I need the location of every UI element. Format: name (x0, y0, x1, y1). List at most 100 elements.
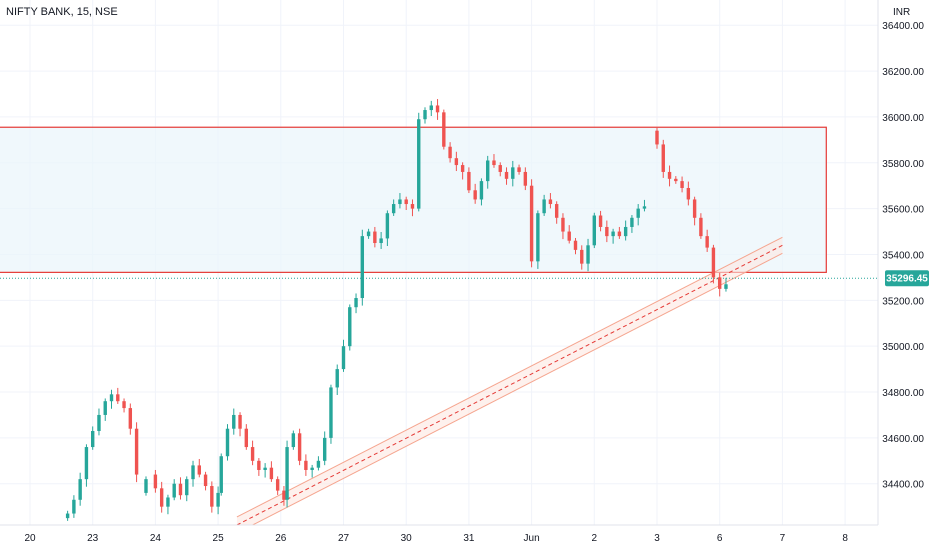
candle-body (373, 231, 377, 244)
candle-body (232, 414, 236, 429)
candle-body (454, 158, 459, 166)
candle-body (598, 215, 603, 227)
candle-body (72, 499, 76, 514)
candle-body (404, 199, 408, 205)
candle-body (504, 171, 509, 179)
candle-body (417, 119, 421, 209)
x-tick-label: 24 (150, 533, 162, 544)
candle-body (285, 447, 289, 500)
candle-body (65, 513, 70, 519)
candle-body (197, 465, 201, 475)
y-tick-label: 34400.00 (882, 480, 924, 491)
candle-body (718, 277, 722, 289)
candle-body (122, 401, 126, 409)
y-tick-label: 34800.00 (882, 388, 924, 399)
x-tick-label: 2 (592, 533, 598, 544)
channel-upper-line[interactable] (236, 236, 783, 518)
candle-body (567, 231, 571, 241)
candle-body (473, 190, 477, 200)
range-rectangle[interactable] (0, 126, 827, 273)
candle-body (191, 465, 195, 480)
candle-body (554, 204, 559, 218)
candle-body (686, 187, 691, 200)
candle-body (385, 213, 390, 239)
candle-body (479, 181, 484, 200)
candle-body (680, 181, 684, 188)
candle-body (103, 401, 107, 415)
candle-body (354, 298, 358, 308)
candle-body (178, 483, 183, 496)
candle-body (630, 217, 634, 227)
candle-body (586, 245, 590, 264)
x-tick-label: 31 (463, 533, 475, 544)
candle-body (655, 130, 659, 145)
x-tick-label: 8 (842, 533, 848, 544)
candle-body (128, 408, 133, 429)
candle-body (548, 199, 553, 205)
x-tick-label: 23 (87, 533, 99, 544)
candle-body (335, 369, 339, 388)
y-tick-label: 36400.00 (882, 21, 924, 32)
candle-body (561, 217, 565, 232)
candle-body (705, 236, 709, 248)
candle-body (410, 204, 415, 209)
candle-body (269, 467, 274, 480)
candle-body (159, 488, 164, 507)
y-tick-label: 35400.00 (882, 250, 924, 261)
candle-body (692, 199, 697, 218)
candle-body (642, 206, 647, 209)
candle-body (348, 307, 352, 347)
candle-body (360, 236, 365, 299)
x-tick-label: 25 (213, 533, 225, 544)
y-tick-label: 36000.00 (882, 113, 924, 124)
channel-lower-line[interactable] (236, 252, 783, 534)
x-tick-label: 6 (717, 533, 723, 544)
candle-body (275, 479, 280, 491)
y-tick-label: 34600.00 (882, 434, 924, 445)
x-tick-label: 26 (275, 533, 287, 544)
candle-body (185, 479, 189, 496)
candle-body (219, 456, 223, 493)
candle-body (542, 199, 546, 214)
candle-body (724, 284, 728, 289)
candle-body (78, 479, 82, 500)
candle-body (617, 231, 622, 237)
candle-body (250, 447, 255, 461)
candle-body (523, 171, 528, 186)
candle-body (699, 217, 703, 237)
candle-body (636, 208, 640, 218)
candle-body (304, 460, 308, 470)
candle-body (210, 486, 214, 507)
trend-channel[interactable] (236, 236, 783, 534)
x-tick-label: 7 (780, 533, 786, 544)
candle-body (492, 160, 496, 166)
candle-body (203, 474, 208, 487)
candle-body (244, 428, 249, 448)
x-tick-label: 30 (401, 533, 413, 544)
y-tick-label: 35000.00 (882, 342, 924, 353)
x-tick-label: 20 (24, 533, 36, 544)
candle-body (282, 490, 286, 500)
chart-title[interactable]: NIFTY BANK, 15, NSE (6, 6, 118, 18)
candle-body (134, 428, 139, 475)
currency-label: INR (893, 7, 910, 18)
candle-body (291, 433, 296, 448)
candle-body (467, 171, 471, 191)
y-tick-label: 35800.00 (882, 159, 924, 170)
last-price-badge: 35296.45 (885, 270, 929, 287)
candle-body (257, 460, 261, 470)
candle-body (225, 428, 230, 457)
time-axis[interactable]: 20 23 24 25 26 27 30 31 Jun 2 3 6 7 8 (0, 524, 932, 550)
candle-body (379, 238, 383, 244)
candle-body (442, 112, 446, 147)
candle-body (366, 231, 371, 237)
candles (65, 99, 728, 521)
candle-body (97, 414, 101, 432)
candle-body (435, 105, 440, 113)
candle-body (498, 165, 502, 172)
candle-body (153, 474, 158, 489)
channel-fill (236, 237, 783, 534)
candle-body (322, 437, 327, 461)
candle-body (460, 165, 465, 172)
